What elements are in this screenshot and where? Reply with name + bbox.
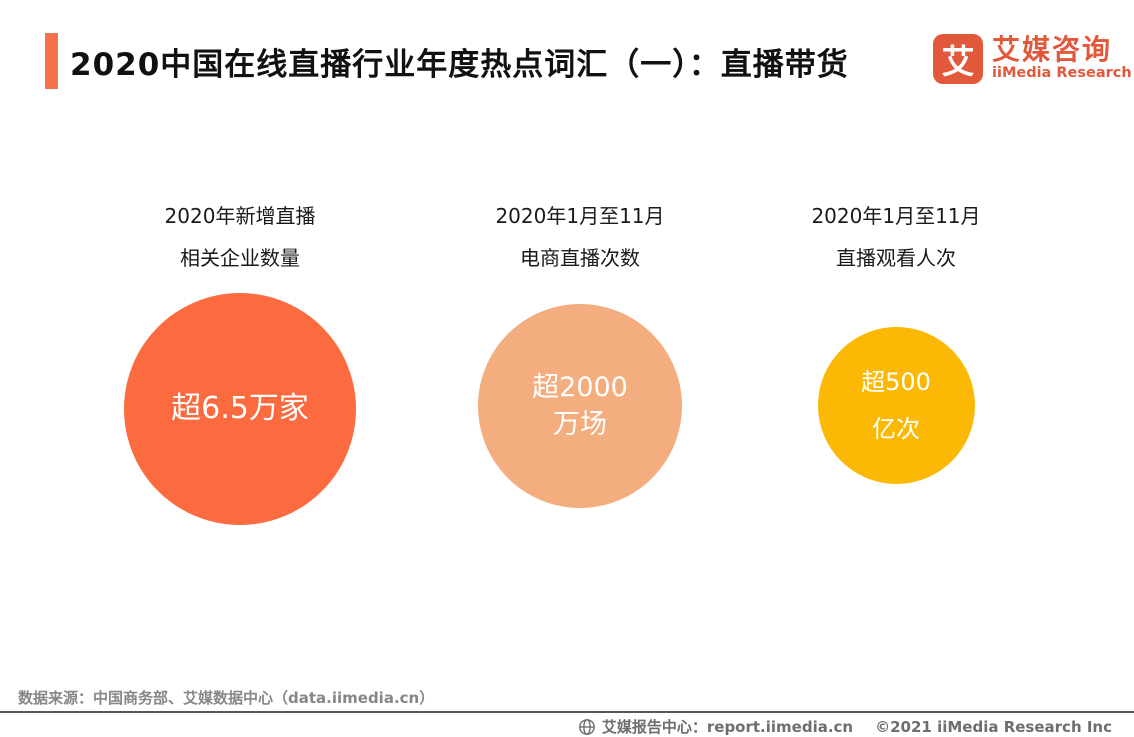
stat-label-line2: 相关企业数量 [180,246,300,270]
stat-bubble: 超500 亿次 [817,327,975,484]
stat-column-viewers: 2020年1月至11月 直播观看人次 超500 亿次 [756,195,1036,484]
data-source-note: 数据来源：中国商务部、艾媒数据中心（data.iimedia.cn） [18,689,435,707]
stat-label: 2020年1月至11月 电商直播次数 [440,195,720,279]
footer-divider [0,711,1134,713]
iimedia-logo-icon: 艾 [933,34,983,84]
title-accent-bar [45,33,58,89]
page-title: 2020中国在线直播行业年度热点词汇（一）：直播带货 [70,46,849,83]
logo-name-en: iiMedia Research [992,65,1132,81]
stat-bubble: 超6.5万家 [124,293,356,525]
stat-label-line2: 直播观看人次 [836,246,956,270]
stat-column-new-companies: 2020年新增直播 相关企业数量 超6.5万家 [100,195,380,525]
stat-bubble: 超2000 万场 [478,304,682,508]
logo-text: 艾媒咨询 iiMedia Research [992,34,1132,81]
stat-value-line2: 亿次 [872,414,920,443]
footer-copyright: ©2021 iiMedia Research Inc [875,717,1112,736]
stat-label-line1: 2020年1月至11月 [495,204,665,228]
stat-value-line2: 万场 [553,409,607,440]
stat-label-line1: 2020年1月至11月 [811,204,981,228]
globe-icon [578,718,596,736]
stat-label: 2020年新增直播 相关企业数量 [100,195,380,279]
stat-value-line1: 超6.5万家 [171,391,309,426]
stat-label-line2: 电商直播次数 [520,246,640,270]
stat-value: 超6.5万家 [171,389,309,429]
footer: 艾媒报告中心：report.iimedia.cn ©2021 iiMedia R… [578,716,1112,737]
logo-glyph: 艾 [941,42,975,81]
stat-value: 超500 亿次 [861,359,931,453]
footer-report-center: 艾媒报告中心：report.iimedia.cn [601,718,854,736]
stat-label: 2020年1月至11月 直播观看人次 [756,195,1036,279]
stat-value: 超2000 万场 [532,369,628,443]
stat-value-line1: 超500 [861,367,931,396]
stat-column-ecommerce-sessions: 2020年1月至11月 电商直播次数 超2000 万场 [440,195,720,508]
logo-name-cn: 艾媒咨询 [992,33,1113,66]
stat-label-line1: 2020年新增直播 [164,204,316,228]
iimedia-logo: 艾 艾媒咨询 iiMedia Research [933,34,1132,84]
stat-value-line1: 超2000 [532,372,628,403]
